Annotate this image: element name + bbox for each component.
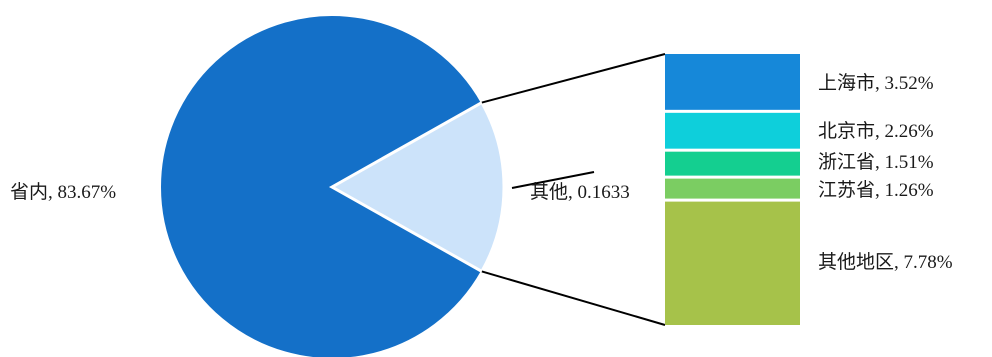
- label-group: 省内, 83.67% 其他, 0.1633 上海市, 3.52% 北京市, 2.…: [10, 72, 953, 273]
- bar-label-jiangsu: 江苏省, 1.26%: [818, 179, 934, 201]
- pie-slice-province: [159, 14, 484, 357]
- pie-label-other: 其他, 0.1633: [530, 181, 630, 203]
- pie-slice-other: [328, 100, 506, 274]
- bar-segment-0: [665, 54, 800, 110]
- pie-group: [159, 14, 506, 357]
- bar-label-zhejiang: 浙江省, 1.51%: [818, 151, 934, 173]
- bar-label-other-regions: 其他地区, 7.78%: [818, 251, 953, 273]
- bar-segment-2: [665, 151, 800, 176]
- bar-segment-1: [665, 112, 800, 149]
- bar-segment-4: [665, 201, 800, 325]
- bar-label-beijing: 北京市, 2.26%: [818, 120, 934, 142]
- bar-label-shanghai: 上海市, 3.52%: [818, 72, 934, 94]
- pie-label-province: 省内, 83.67%: [10, 181, 116, 203]
- stacked-bar-group: [665, 54, 800, 325]
- connector-bottom: [481, 270, 666, 326]
- leader-line-other: [511, 171, 595, 189]
- connector-lines: [481, 53, 666, 326]
- bar-segment-3: [665, 178, 800, 199]
- connector-top: [481, 53, 666, 104]
